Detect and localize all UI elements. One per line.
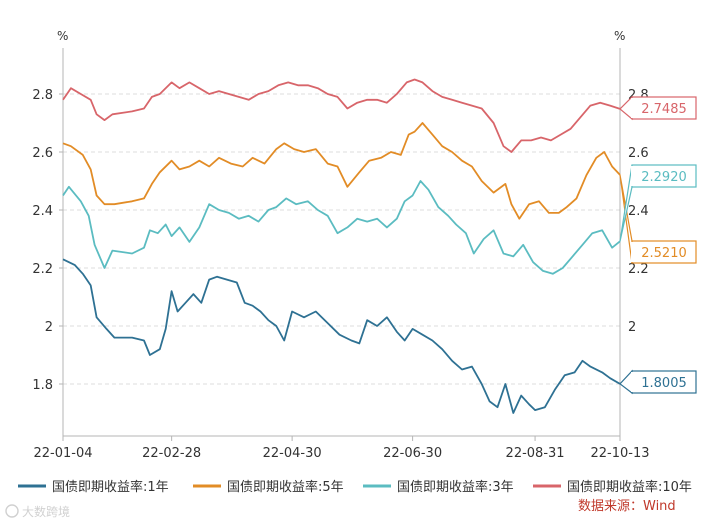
watermark-text: 大数跨境 bbox=[22, 504, 70, 519]
legend: 国债即期收益率:1年 国债即期收益率:5年 国债即期收益率:3年 国债即期收益率:10… bbox=[18, 479, 692, 495]
x-tick-label: 22-04-30 bbox=[263, 446, 322, 461]
x-tick-label: 22-01-04 bbox=[33, 446, 92, 461]
y-tick-label-left: 2.6 bbox=[32, 146, 53, 161]
series-line-3y bbox=[62, 180, 621, 275]
y-tick-label-left: 2 bbox=[45, 320, 53, 335]
legend-label: 国债即期收益率:10年 bbox=[567, 479, 692, 495]
series-line-10y bbox=[62, 78, 621, 153]
end-label-text: 2.5210 bbox=[641, 246, 687, 261]
series-line-5y bbox=[62, 122, 621, 220]
end-label-5y: 2.5210 bbox=[619, 174, 697, 264]
end-label-text: 1.8005 bbox=[641, 376, 687, 391]
series-layer bbox=[62, 78, 621, 414]
end-label-text: 2.2920 bbox=[641, 170, 687, 185]
source-note: 数据来源：Wind bbox=[578, 499, 676, 514]
y-tick-label-right: 2.4 bbox=[628, 204, 649, 219]
axis-layer: % % bbox=[57, 29, 625, 437]
legend-item-1y: 国债即期收益率:1年 bbox=[18, 479, 169, 495]
y-tick-label-right: 2.6 bbox=[628, 146, 649, 161]
end-label-text: 2.7485 bbox=[641, 102, 687, 117]
y-tick-label-left: 2.2 bbox=[32, 262, 53, 277]
legend-label: 国债即期收益率:3年 bbox=[397, 479, 514, 495]
end-label-1y: 1.8005 bbox=[619, 369, 697, 395]
series-line-1y bbox=[62, 258, 621, 414]
tick-layer: 1.82 22.2 2.22.4 2.42.6 2.62.8 2.822-01-04 22-… bbox=[32, 88, 649, 461]
left-axis-unit: % bbox=[57, 29, 68, 43]
legend-item-5y: 国债即期收益率:5年 bbox=[193, 479, 344, 495]
end-label-10y: 2.7485 bbox=[619, 95, 697, 121]
watermark: 大数跨境 bbox=[5, 504, 70, 519]
x-tick-label: 22-02-28 bbox=[142, 446, 201, 461]
y-tick-label-left: 2.4 bbox=[32, 204, 53, 219]
y-tick-label-left: 1.8 bbox=[32, 378, 53, 393]
legend-label: 国债即期收益率:1年 bbox=[52, 479, 169, 495]
end-label-pointer bbox=[619, 95, 633, 121]
x-tick-label: 22-08-31 bbox=[506, 446, 565, 461]
legend-label: 国债即期收益率:5年 bbox=[227, 479, 344, 495]
end-label-3y: 2.2920 bbox=[619, 164, 697, 242]
x-tick-label: 22-06-30 bbox=[383, 446, 442, 461]
y-tick-label-right: 2.2 bbox=[628, 262, 649, 277]
y-tick-label-left: 2.8 bbox=[32, 88, 53, 103]
grid-layer bbox=[63, 93, 620, 385]
legend-item-10y: 国债即期收益率:10年 bbox=[533, 479, 692, 495]
y-tick-label-right: 2 bbox=[628, 320, 636, 335]
right-axis-unit: % bbox=[614, 29, 625, 43]
end-label-layer: 1.8005 2.5210 2.2920 2.7485 bbox=[619, 95, 697, 395]
end-label-pointer bbox=[619, 369, 633, 395]
x-tick-label: 22-10-13 bbox=[590, 446, 649, 461]
legend-item-3y: 国债即期收益率:3年 bbox=[363, 479, 514, 495]
